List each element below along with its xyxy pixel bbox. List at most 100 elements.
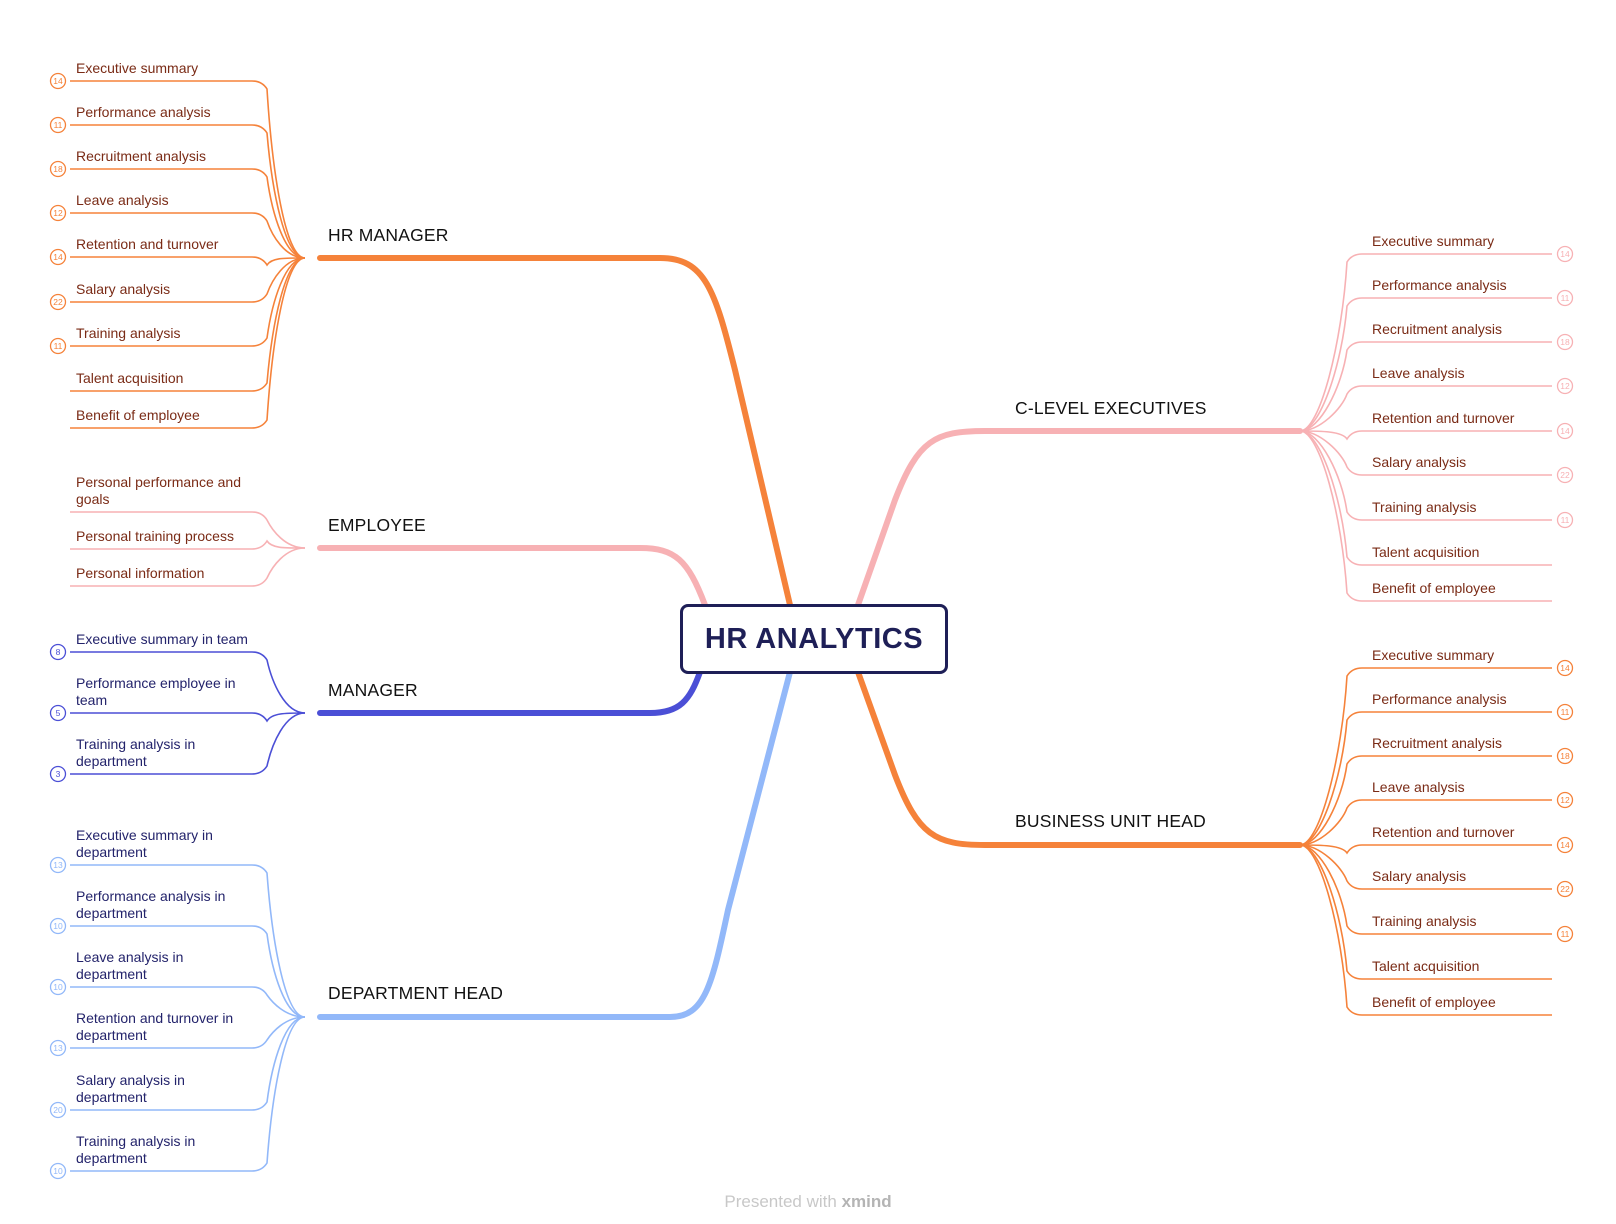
leaf-item[interactable]: Recruitment analysis 18 bbox=[49, 148, 306, 259]
branch-department-head[interactable]: DEPARTMENT HEAD Executive summary indepar… bbox=[49, 827, 504, 1180]
leaf-item[interactable]: Training analysis 11 bbox=[49, 257, 306, 355]
leaf-item[interactable]: Retention and turnover 14 bbox=[1299, 824, 1574, 855]
leaf-label: Talent acquisition bbox=[76, 370, 183, 386]
count-badge-icon bbox=[1556, 703, 1574, 721]
leaf-item[interactable]: Executive summary in team 8 bbox=[49, 631, 306, 714]
leaf-connector bbox=[70, 257, 306, 303]
leaf-item[interactable]: Performance analysis 11 bbox=[49, 104, 306, 259]
leaf-label: Executive summary bbox=[76, 60, 198, 76]
leaf-connector bbox=[70, 124, 306, 259]
count-badge-icon bbox=[1556, 511, 1574, 529]
leaf-label: Personal training process bbox=[76, 528, 234, 544]
leaf-label: Leave analysis bbox=[1372, 365, 1465, 381]
leaf-item[interactable]: Recruitment analysis 18 bbox=[1299, 735, 1574, 846]
xmind-logo-text: xmind bbox=[841, 1192, 892, 1211]
count-badge-icon bbox=[49, 1039, 67, 1057]
count-badge-value: 11 bbox=[54, 341, 63, 351]
count-badge-value: 8 bbox=[56, 647, 61, 657]
leaf-label: Recruitment analysis bbox=[76, 148, 206, 164]
leaf-item[interactable]: Training analysis 11 bbox=[1299, 844, 1574, 943]
leaf-connector bbox=[70, 511, 306, 549]
count-badge-icon bbox=[49, 204, 67, 222]
presented-with-footer: Presented with xmind bbox=[0, 1192, 1616, 1212]
leaf-item[interactable]: Leave analysis 12 bbox=[49, 192, 306, 259]
count-badge-value: 14 bbox=[53, 252, 63, 262]
count-badge-icon bbox=[49, 293, 67, 311]
leaf-connector bbox=[70, 712, 306, 723]
branch-hr-manager[interactable]: HR MANAGER Executive summary 14Performance… bbox=[49, 60, 449, 429]
leaf-label: Benefit of employee bbox=[1372, 580, 1496, 596]
branch-label-department-head[interactable]: DEPARTMENT HEAD bbox=[328, 983, 503, 1003]
count-badge-value: 11 bbox=[1561, 293, 1570, 303]
leaf-label: department bbox=[76, 966, 147, 982]
count-badge-icon bbox=[49, 765, 67, 783]
leaf-label: Retention and turnover bbox=[76, 236, 219, 252]
leaf-connector bbox=[70, 864, 306, 1018]
central-topic[interactable]: HR ANALYTICS bbox=[680, 604, 948, 674]
leaf-connector bbox=[1299, 430, 1552, 521]
leaf-item[interactable]: Benefit of employee bbox=[1299, 844, 1552, 1016]
leaf-connector bbox=[70, 257, 306, 347]
leaf-item[interactable]: Talent acquisition bbox=[70, 257, 306, 392]
leaf-item[interactable]: Performance analysis 11 bbox=[1299, 277, 1574, 432]
count-badge-value: 3 bbox=[56, 769, 61, 779]
leaf-item[interactable]: Executive summary 14 bbox=[1299, 647, 1574, 846]
branch-manager[interactable]: MANAGER Executive summary in team 8 Perform… bbox=[49, 631, 418, 783]
count-badge-value: 22 bbox=[1560, 884, 1570, 894]
count-badge-value: 14 bbox=[1560, 249, 1570, 259]
leaf-item[interactable]: Benefit of employee bbox=[1299, 430, 1552, 602]
branch-label-business-unit-head[interactable]: BUSINESS UNIT HEAD bbox=[1015, 811, 1206, 831]
leaf-label: Salary analysis bbox=[1372, 868, 1466, 884]
leaf-item[interactable]: Talent acquisition bbox=[1299, 430, 1552, 566]
leaf-connector bbox=[1299, 297, 1552, 432]
leaf-item[interactable]: Talent acquisition bbox=[1299, 844, 1552, 980]
count-badge-value: 18 bbox=[1560, 337, 1570, 347]
leaf-item[interactable]: Training analysis 11 bbox=[1299, 430, 1574, 529]
leaf-item[interactable]: Recruitment analysis 18 bbox=[1299, 321, 1574, 432]
connector-business-unit-head bbox=[855, 669, 1303, 848]
leaf-item[interactable]: Benefit of employee bbox=[70, 257, 306, 429]
count-badge-icon bbox=[1556, 791, 1574, 809]
leaf-connector bbox=[70, 539, 306, 550]
count-badge-icon bbox=[1556, 377, 1574, 395]
leaf-item[interactable]: Personal training process bbox=[70, 528, 306, 550]
leaf-item[interactable]: Executive summary 14 bbox=[1299, 233, 1574, 432]
leaf-label: Training analysis bbox=[1372, 499, 1477, 515]
branch-business-unit-head[interactable]: BUSINESS UNIT HEAD Executive summary14Per… bbox=[1015, 647, 1574, 1016]
leaf-label: Leave analysis in bbox=[76, 949, 183, 965]
leaf-item[interactable]: Salary analysis 22 bbox=[49, 257, 306, 311]
leaf-connector bbox=[1299, 430, 1552, 441]
leaf-item[interactable]: Personal information bbox=[70, 547, 306, 587]
leaf-label: goals bbox=[76, 491, 109, 507]
leaf-label: Personal information bbox=[76, 565, 204, 581]
leaf-item[interactable]: Retention and turnover 14 bbox=[1299, 410, 1574, 441]
leaf-item[interactable]: Leave analysis 12 bbox=[1299, 779, 1574, 846]
leaf-item[interactable]: Leave analysis 12 bbox=[1299, 365, 1574, 432]
count-badge-value: 12 bbox=[1560, 795, 1570, 805]
leaf-item[interactable]: Salary analysis 22 bbox=[1299, 844, 1574, 898]
branch-label-employee[interactable]: EMPLOYEE bbox=[328, 515, 426, 535]
branch-c-level-executives[interactable]: C-LEVEL EXECUTIVES Executive summary14Per… bbox=[1015, 233, 1574, 602]
leaf-item[interactable]: Retention and turnover 14 bbox=[49, 236, 306, 267]
branch-label-c-level-executives[interactable]: C-LEVEL EXECUTIVES bbox=[1015, 398, 1207, 418]
branch-label-manager[interactable]: MANAGER bbox=[328, 680, 418, 700]
count-badge-icon bbox=[49, 72, 67, 90]
branch-label-hr-manager[interactable]: HR MANAGER bbox=[328, 225, 449, 245]
leaf-connector bbox=[1299, 711, 1552, 846]
leaf-item[interactable]: Salary analysis 22 bbox=[1299, 430, 1574, 484]
count-badge-value: 12 bbox=[53, 208, 63, 218]
count-badge-value: 13 bbox=[53, 1043, 63, 1053]
leaf-item[interactable]: Executive summary 14 bbox=[49, 60, 306, 259]
leaf-item[interactable]: Performance analysis 11 bbox=[1299, 691, 1574, 846]
leaf-label: department bbox=[76, 905, 147, 921]
